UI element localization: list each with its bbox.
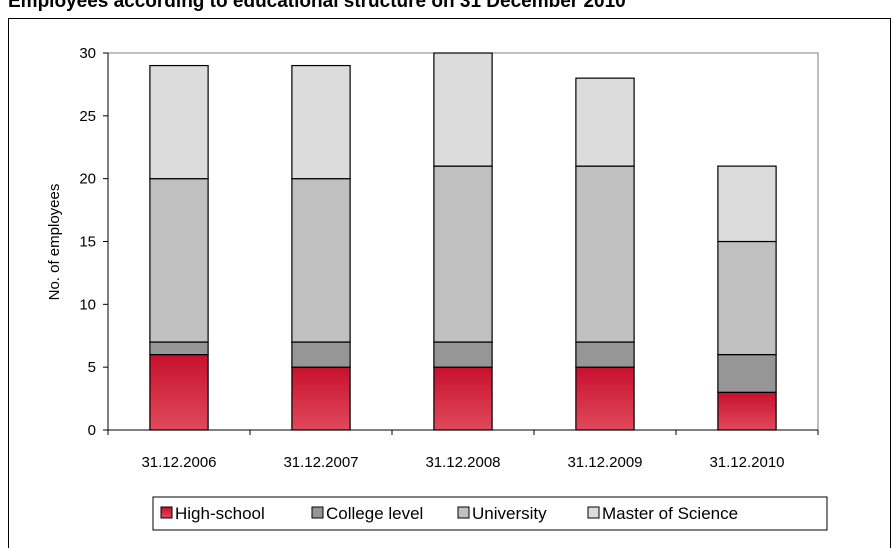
x-axis: 31.12.2006 31.12.2007 31.12.2008 31.12.2009… (107, 429, 819, 471)
bar-segment-high-school (575, 366, 635, 431)
legend-swatch (311, 506, 324, 519)
y-tick-label: 15 (79, 234, 96, 251)
legend-label: College level (326, 504, 423, 523)
x-tick-label: 31.12.2006 (141, 454, 216, 471)
bar-segment-college-level (717, 354, 777, 393)
bar-segment-high-school (149, 354, 209, 431)
y-tick-label: 0 (88, 422, 96, 439)
y-tick-label: 10 (79, 296, 96, 313)
x-tick-label: 31.12.2010 (709, 454, 784, 471)
bar-segment-college-level (291, 341, 351, 368)
bar-segment-college-level (149, 341, 209, 356)
bars (149, 52, 777, 431)
bar-segment-master-of-science (717, 165, 777, 243)
bar-segment-university (433, 165, 493, 343)
y-axis-label: No. of employees (46, 184, 63, 301)
y-tick-label: 5 (88, 359, 96, 376)
bar-segment-college-level (575, 341, 635, 368)
bar-segment-university (717, 240, 777, 356)
legend-swatch (587, 506, 600, 519)
bar-segment-university (291, 178, 351, 343)
bar-segment-high-school (717, 391, 777, 431)
y-tick-label: 30 (79, 45, 96, 62)
legend-label: Master of Science (602, 504, 738, 523)
legend-box (152, 496, 828, 531)
bar-segment-master-of-science (433, 52, 493, 167)
y-axis: 0 5 10 15 20 25 30 (79, 45, 109, 439)
bar-segment-college-level (433, 341, 493, 368)
y-tick-label: 20 (79, 171, 96, 188)
x-tick-label: 31.12.2007 (283, 454, 358, 471)
bar-segment-high-school (291, 366, 351, 431)
bar-segment-university (149, 178, 209, 343)
bar-segment-university (575, 165, 635, 343)
bar-segment-master-of-science (291, 64, 351, 180)
x-tick-label: 31.12.2008 (425, 454, 500, 471)
bar-segment-master-of-science (149, 64, 209, 180)
y-tick-label: 25 (79, 108, 96, 125)
bar-segment-high-school (433, 366, 493, 431)
legend-label: University (472, 504, 547, 523)
legend-label: High-school (175, 504, 265, 523)
x-tick-label: 31.12.2009 (567, 454, 642, 471)
chart-frame (8, 18, 891, 548)
legend: High-school College level University Master… (152, 496, 828, 531)
legend-swatch (457, 506, 470, 519)
chart-title: Employees according to educational struc… (8, 0, 626, 12)
legend-swatch (160, 506, 173, 519)
bar-segment-master-of-science (575, 77, 635, 167)
